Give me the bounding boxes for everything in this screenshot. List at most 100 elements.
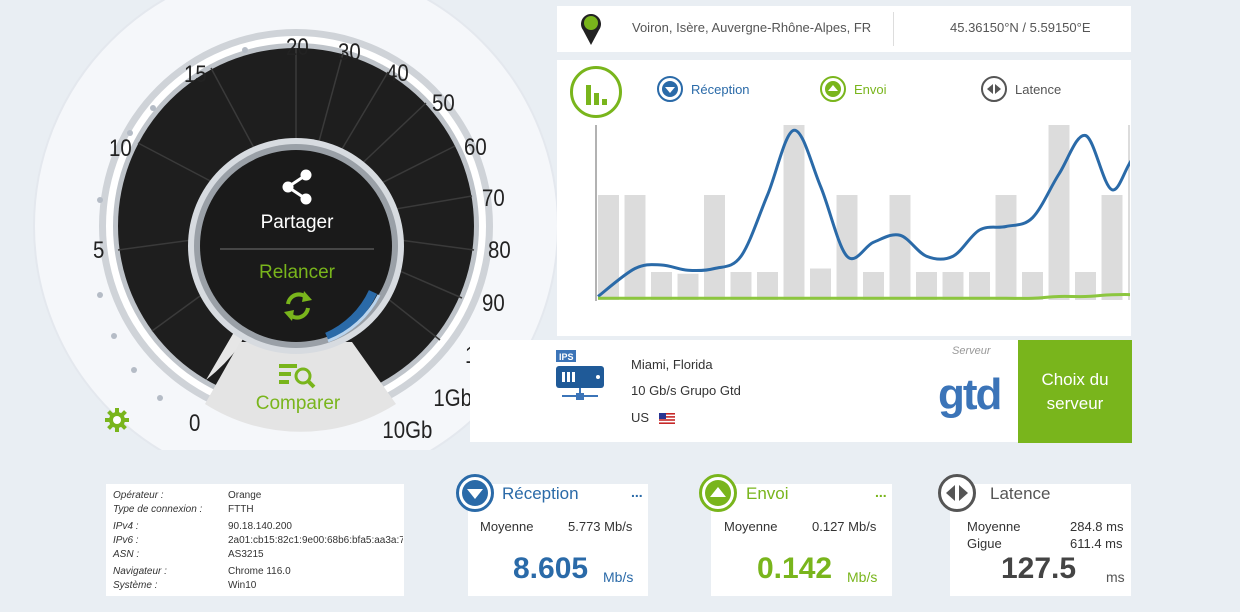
latence-unit: ms — [1106, 569, 1125, 585]
server-city: Miami, Florida — [631, 357, 713, 372]
server-icon: IPS — [554, 348, 606, 404]
gauge-tick-80: 80 — [488, 237, 511, 264]
chart-icon — [570, 66, 622, 118]
connection-info-box — [106, 484, 404, 596]
reception-card — [468, 484, 648, 596]
us-flag-icon — [659, 411, 675, 424]
latence-bar — [916, 272, 937, 300]
latence-title: Latence — [990, 484, 1051, 503]
gauge-tick-70: 70 — [482, 185, 505, 212]
server-logo: gtd — [938, 370, 1002, 419]
speed-gauge — [33, 0, 559, 450]
info-row-ipv4: IPv4 :90.18.140.200 — [113, 521, 292, 532]
latence-bar — [1048, 125, 1070, 300]
latence-bar — [730, 272, 752, 300]
envoi-arrow-up-icon — [699, 474, 737, 512]
latence-bar — [1101, 195, 1123, 300]
latence-value: 127.5 — [1001, 552, 1077, 585]
compare-label[interactable]: Comparer — [255, 393, 341, 414]
gauge-tick-10: 10 — [109, 135, 132, 162]
gear-icon — [105, 408, 129, 432]
reception-avg-label: Moyenne — [480, 519, 534, 534]
latence-jitter-label: Gigue — [967, 536, 1002, 551]
info-row-system: Système : Win10 — [113, 580, 257, 591]
compare-button[interactable] — [278, 362, 316, 390]
latence-bar — [1128, 125, 1130, 300]
info-row-browser: Navigateur : Chrome 116.0 — [113, 566, 291, 577]
gauge-tick-20: 20 — [286, 34, 309, 61]
gauge-tick-60: 60 — [464, 134, 487, 161]
latence-card — [950, 484, 1131, 596]
gauge-tick-0: 0 — [189, 410, 201, 437]
refresh-icon — [284, 291, 312, 321]
reception-series-line — [597, 128, 1130, 298]
gauge-tick-50: 50 — [432, 90, 455, 117]
share-icon — [282, 169, 312, 205]
location-pin-icon — [580, 12, 602, 46]
share-label[interactable]: Partager — [260, 212, 334, 233]
server-country: US — [631, 410, 650, 425]
gauge-tick-90: 90 — [482, 290, 505, 317]
gauge-tick-5: 5 — [93, 237, 105, 264]
compare-icon — [279, 364, 316, 389]
latence-jitter-value: 611.4 ms — [1070, 536, 1123, 551]
legend-reception: Réception — [657, 76, 750, 102]
latence-bar — [704, 195, 725, 300]
arrow-down-icon — [657, 76, 683, 102]
gauge-tick-40: 40 — [386, 60, 409, 87]
latence-bar — [677, 273, 699, 300]
gauge-tick-15: 15 — [184, 61, 207, 88]
latence-bar — [624, 195, 646, 300]
restart-label[interactable]: Relancer — [258, 262, 336, 283]
latence-bar — [942, 272, 964, 300]
latence-bar — [995, 195, 1017, 300]
envoi-avg-label: Moyenne — [724, 519, 778, 534]
info-row-connection-type: Type de connexion : FTTH — [113, 504, 254, 515]
latence-bar — [969, 272, 990, 300]
gauge-tick-10gb: 10Gb — [382, 417, 433, 444]
latence-bar — [598, 195, 619, 300]
envoi-title: Envoi — [746, 484, 789, 503]
latence-bar — [651, 272, 672, 300]
server-badge: IPS — [559, 352, 574, 362]
latence-bar — [836, 195, 858, 300]
info-row-asn: ASN : AS3215 — [113, 549, 264, 560]
reception-avg-value: 5.773 Mb/s — [568, 519, 633, 534]
envoi-card — [711, 484, 892, 596]
choose-server-button[interactable]: Choix du serveur — [1018, 340, 1132, 443]
settings-button[interactable] — [104, 407, 130, 433]
latence-bar — [783, 125, 805, 300]
location-bar — [557, 6, 1131, 52]
latency-arrows-icon — [981, 76, 1007, 102]
latence-bar — [757, 272, 778, 300]
reception-unit: Mb/s — [603, 569, 634, 585]
envoi-avg-value: 0.127 Mb/s — [812, 519, 877, 534]
server-panel — [470, 340, 1018, 442]
info-row-ipv6: IPv6 :2a01:cb15:82c1:9e00:68b6:bfa5:aa3a… — [113, 535, 403, 546]
server-provider: 10 Gb/s Grupo Gtd — [631, 383, 741, 398]
share-button[interactable] — [276, 166, 320, 210]
latence-bar — [1075, 272, 1096, 300]
latence-avg-value: 284.8 ms — [1070, 519, 1124, 534]
legend-envoi-label: Envoi — [854, 81, 887, 97]
location-coords: 45.36150°N / 5.59150°E — [950, 20, 1091, 35]
latence-arrows-icon — [938, 474, 976, 512]
reception-more-button[interactable]: ... — [631, 484, 643, 500]
legend-envoi: Envoi — [820, 76, 887, 102]
latence-bar — [810, 268, 831, 300]
info-row-operator: Opérateur : Orange — [113, 490, 262, 501]
latence-avg-label: Moyenne — [967, 519, 1021, 534]
history-chart — [595, 125, 1130, 301]
legend-reception-label: Réception — [691, 81, 750, 97]
gauge-tick-30: 30 — [338, 39, 361, 66]
envoi-more-button[interactable]: ... — [875, 484, 887, 500]
gauge-tick-1gb: 1Gb — [433, 385, 472, 412]
envoi-unit: Mb/s — [847, 569, 878, 585]
legend-latence-label: Latence — [1015, 81, 1062, 97]
reception-title: Réception — [502, 484, 579, 503]
arrow-up-icon — [820, 76, 846, 102]
restart-button[interactable] — [280, 288, 316, 324]
server-caption: Serveur — [952, 345, 991, 357]
legend-latence: Latence — [981, 76, 1061, 102]
envoi-value: 0.142 — [757, 552, 833, 585]
